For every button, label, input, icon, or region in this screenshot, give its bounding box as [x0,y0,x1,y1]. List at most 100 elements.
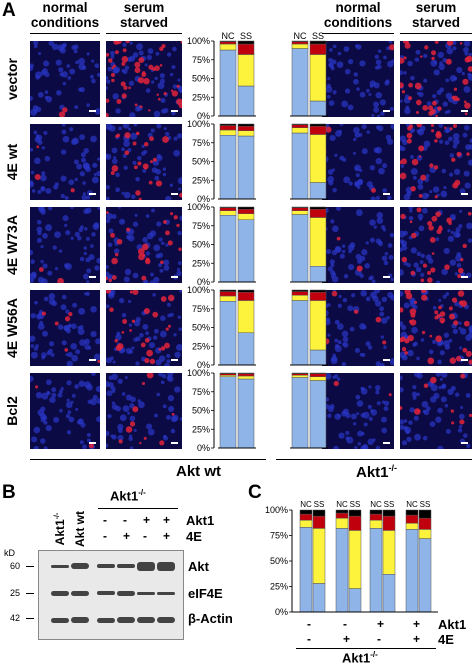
nucleus [64,223,68,227]
apoptotic-cell [409,319,417,326]
apoptotic-cell [35,385,39,389]
apoptotic-cell [388,393,392,397]
nucleus [354,347,360,353]
apoptotic-cell [450,409,454,413]
nucleus [435,280,441,283]
apoptotic-cell [416,124,423,128]
nucleus [106,443,109,448]
nucleus [133,337,138,342]
nucleus [44,90,49,94]
micrograph-r0-c2 [322,41,394,117]
apoptotic-cell [459,419,465,425]
nucleus [60,304,67,311]
bar-segment [348,509,362,517]
apoptotic-cell [433,165,439,170]
bar-segment [312,515,326,529]
apoptotic-cell [163,220,167,224]
nucleus [42,68,48,74]
bar-segment [348,588,362,613]
nucleus [342,342,349,348]
nucleus [327,266,333,272]
nucleus [169,72,174,77]
nucleus [138,401,145,409]
nucleus [421,401,429,408]
apoptotic-cell [430,267,436,273]
nucleus [128,323,133,327]
nucleus [438,124,444,128]
nucleus [48,41,54,46]
nucleus [115,108,121,114]
nucleus [375,59,382,66]
scale-bar [171,442,178,444]
nucleus [440,190,448,198]
nucleus [375,91,383,99]
bar-label: SS [312,31,324,41]
nucleus [444,110,449,115]
apoptotic-cell [88,443,95,449]
bar-segment [405,514,419,524]
nucleus [464,125,470,131]
micrograph-r1-c0-cells [30,124,100,200]
apoptotic-cell [97,359,100,363]
apoptotic-cell [410,270,416,276]
nucleus [60,387,64,391]
micrograph-r3-c0 [30,290,100,366]
nucleus [367,438,374,446]
apoptotic-cell [167,240,173,246]
nucleus [132,160,137,165]
e4-sign: - [377,632,381,646]
nucleus [403,193,411,200]
nucleus [381,427,388,434]
nucleus [78,57,86,65]
micrograph-r3-c1-cells [106,290,182,366]
apoptotic-cell [400,172,407,180]
nucleus [338,294,342,299]
apoptotic-cell [146,349,153,357]
nucleus [432,305,437,310]
apoptotic-cell [448,306,453,311]
apoptotic-cell [410,186,416,192]
nucleus [328,62,333,67]
y-tick-label: 25% [270,582,288,592]
nucleus [57,392,63,398]
nucleus [375,361,381,366]
micrograph-r3-c1 [106,290,182,366]
apoptotic-cell [126,227,131,232]
nucleus [96,257,100,264]
nucleus [467,159,472,166]
apoptotic-cell [176,223,180,228]
nucleus [404,107,411,115]
nucleus [374,65,380,70]
micrograph-r3-c3 [400,290,472,366]
nucleus [57,324,64,330]
nucleus [348,181,353,186]
nucleus [42,233,48,239]
nucleus [82,192,87,196]
nucleus [162,404,167,409]
nucleus [124,65,130,70]
micrograph-r4-c2 [322,373,394,449]
nucleus [412,395,417,400]
y-tick-label: 50% [192,406,210,416]
apoptotic-cell [420,174,427,181]
nucleus [464,182,471,189]
micrograph-r3-c2 [322,290,394,366]
nucleus [354,445,358,449]
apoptotic-cell [141,381,146,386]
nucleus [62,81,67,86]
nucleus [455,227,461,233]
nucleus [387,195,392,200]
nucleus [86,268,92,274]
nucleus [327,413,332,418]
nucleus [360,388,368,395]
nucleus [376,211,384,219]
apoptotic-cell [406,138,412,144]
nucleus [331,168,336,172]
actin-band [137,617,155,623]
apoptotic-cell [434,139,438,143]
nucleus [160,315,166,322]
panel-letter-c: C [248,482,262,503]
nucleus [76,163,82,170]
left-normal-header: normal conditions [30,0,100,30]
nucleus [42,263,48,269]
